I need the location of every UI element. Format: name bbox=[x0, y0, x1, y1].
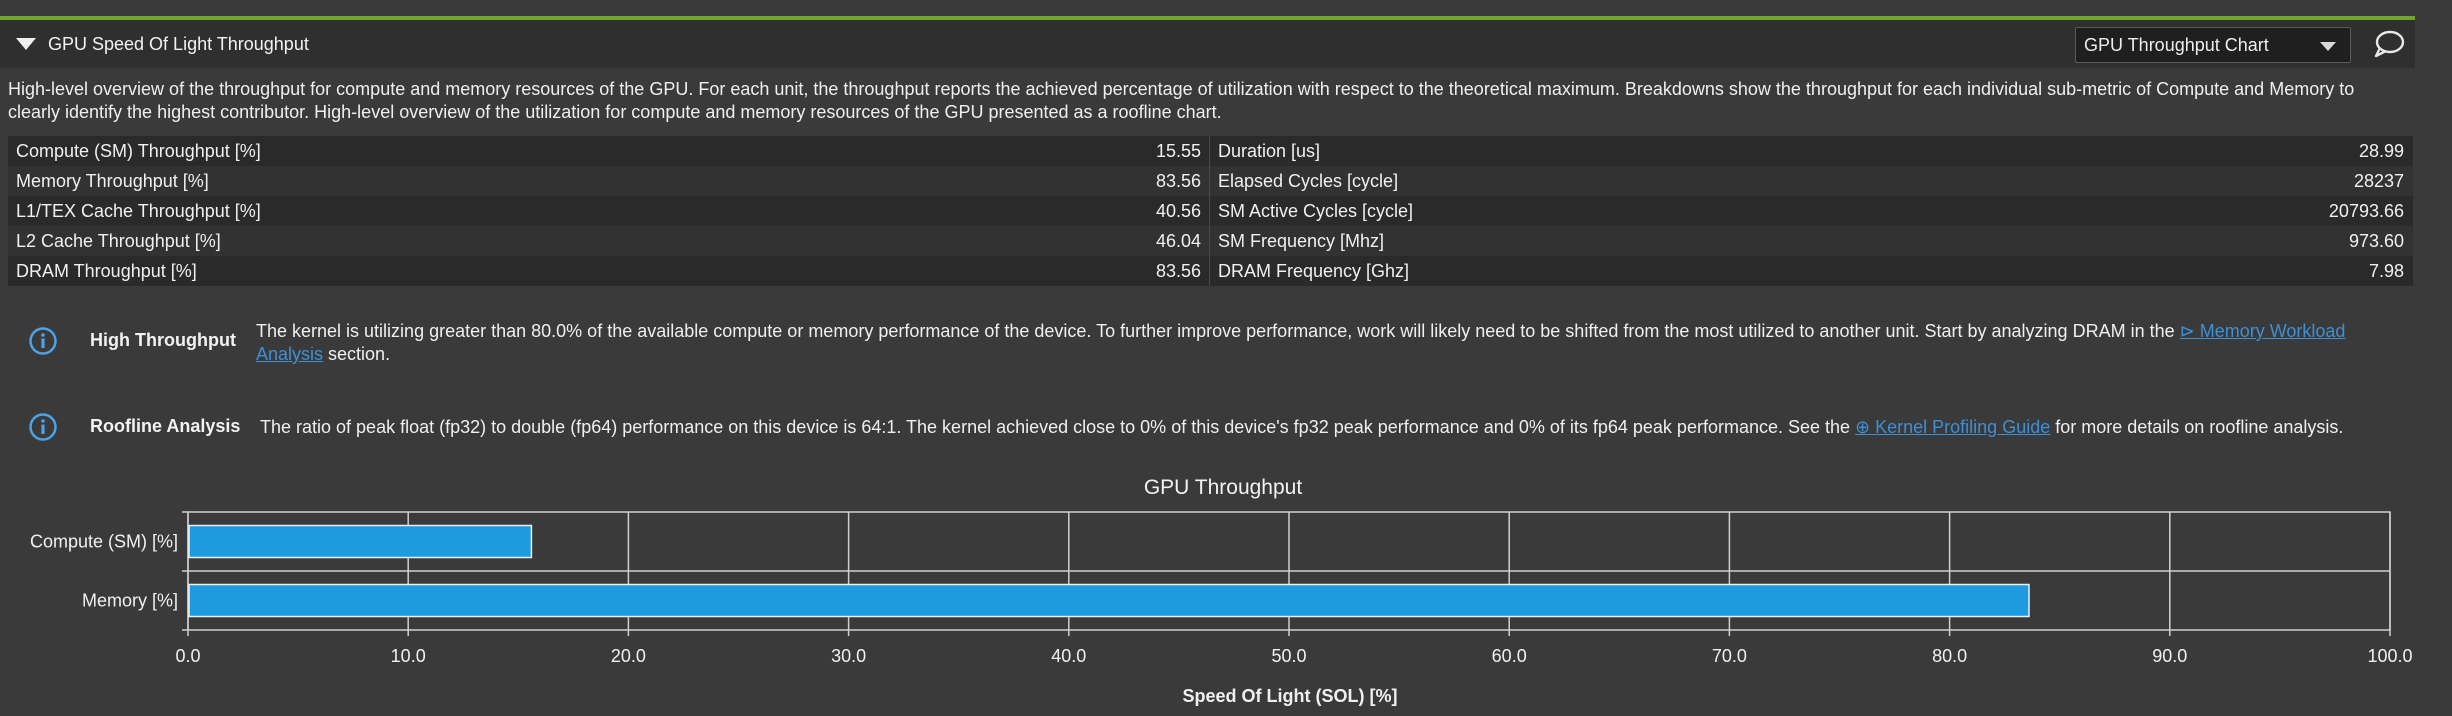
dropdown-selected-value: GPU Throughput Chart bbox=[2084, 34, 2269, 55]
section-header[interactable]: GPU Speed Of Light Throughput GPU Throug… bbox=[0, 20, 2415, 68]
kernel-profiling-guide-link[interactable]: ⊕ Kernel Profiling Guide bbox=[1855, 417, 2050, 437]
metric-value: 28237 bbox=[2353, 171, 2404, 191]
rule-message: The kernel is utilizing greater than 80.… bbox=[256, 320, 2406, 366]
section-title: GPU Speed Of Light Throughput bbox=[48, 33, 309, 54]
rule-text: for more details on roofline analysis. bbox=[2050, 417, 2344, 437]
x-tick-label: 10.0 bbox=[391, 646, 426, 666]
metric-value: 7.98 bbox=[2368, 261, 2404, 281]
y-category-label: Compute (SM) [%] bbox=[30, 532, 178, 552]
table-row: L1/TEX Cache Throughput [%] 40.56 SM Acti… bbox=[8, 196, 2413, 226]
bar[interactable] bbox=[188, 583, 2030, 618]
table-row: DRAM Throughput [%] 83.56 DRAM Frequency … bbox=[8, 256, 2413, 286]
body-selector-dropdown[interactable]: GPU Throughput Chart bbox=[2075, 27, 2351, 63]
x-tick-label: 60.0 bbox=[1492, 646, 1527, 666]
comment-icon[interactable] bbox=[2372, 29, 2406, 59]
rule-message: The ratio of peak float (fp32) to double… bbox=[260, 416, 2410, 439]
rule-name: Roofline Analysis bbox=[90, 416, 241, 436]
metric-value: 83.56 bbox=[1155, 171, 1201, 191]
top-separator bbox=[0, 0, 2452, 20]
metric-label: DRAM Throughput [%] bbox=[16, 261, 197, 281]
chart-title: GPU Throughput bbox=[1144, 476, 1303, 499]
metric-label: L2 Cache Throughput [%] bbox=[16, 231, 221, 251]
rule-high-throughput: High Throughput The kernel is utilizing … bbox=[8, 312, 2408, 382]
x-tick-label: 20.0 bbox=[611, 646, 646, 666]
link-text: Analysis bbox=[256, 344, 324, 364]
x-tick-label: 90.0 bbox=[2152, 646, 2187, 666]
rule-text: The kernel is utilizing greater than 80.… bbox=[256, 321, 2180, 341]
globe-icon: ⊕ bbox=[1855, 417, 1876, 437]
metric-label: Duration [us] bbox=[1218, 141, 1321, 161]
metric-value: 40.56 bbox=[1155, 201, 1201, 221]
metric-label: Compute (SM) Throughput [%] bbox=[16, 141, 261, 161]
info-icon bbox=[29, 327, 57, 355]
metric-value: 83.56 bbox=[1155, 261, 1201, 281]
metric-label: SM Active Cycles [cycle] bbox=[1218, 201, 1414, 221]
chevron-down-icon bbox=[2320, 42, 2336, 51]
metric-label: Elapsed Cycles [cycle] bbox=[1218, 171, 1399, 191]
x-tick-label: 70.0 bbox=[1712, 646, 1747, 666]
metric-label: DRAM Frequency [Ghz] bbox=[1218, 261, 1410, 281]
bar[interactable] bbox=[188, 524, 533, 559]
x-tick-label: 80.0 bbox=[1932, 646, 1967, 666]
info-icon bbox=[29, 413, 57, 441]
link-text: Memory Workload bbox=[2199, 321, 2346, 341]
rule-text: The ratio of peak float (fp32) to double… bbox=[260, 417, 1856, 437]
metric-label: SM Frequency [Mhz] bbox=[1218, 231, 1385, 251]
table-row: L2 Cache Throughput [%] 46.04 SM Frequenc… bbox=[8, 226, 2413, 256]
link-icon: ⊳ bbox=[2179, 321, 2200, 341]
memory-workload-analysis-link[interactable]: ⊳ Memory Workload Analysis bbox=[256, 321, 2345, 364]
metric-value: 973.60 bbox=[2348, 231, 2404, 251]
collapse-caret-icon[interactable] bbox=[16, 38, 36, 50]
table-row: Compute (SM) Throughput [%] 15.55 Duratio… bbox=[8, 136, 2413, 166]
x-tick-label: 30.0 bbox=[831, 646, 866, 666]
metric-value: 15.55 bbox=[1155, 141, 1201, 161]
metric-value: 28.99 bbox=[2358, 141, 2404, 161]
metric-value: 46.04 bbox=[1155, 231, 1201, 251]
metric-label: Memory Throughput [%] bbox=[16, 171, 209, 191]
x-tick-label: 40.0 bbox=[1051, 646, 1086, 666]
gpu-throughput-chart: GPU Throughput Speed Of Light (SOL) [%] … bbox=[30, 476, 2413, 706]
table-row: Memory Throughput [%] 83.56 Elapsed Cycle… bbox=[8, 166, 2413, 196]
x-tick-label: 0.0 bbox=[175, 646, 200, 666]
link-text: Kernel Profiling Guide bbox=[1875, 417, 2051, 437]
section-accent-line bbox=[0, 16, 2415, 20]
rule-name: High Throughput bbox=[90, 330, 236, 350]
metric-value: 20793.66 bbox=[2328, 201, 2404, 221]
metric-label: L1/TEX Cache Throughput [%] bbox=[16, 201, 261, 221]
rule-text: section. bbox=[323, 344, 391, 364]
rule-roofline-analysis: Roofline Analysis The ratio of peak floa… bbox=[8, 398, 2408, 458]
x-tick-label: 50.0 bbox=[1271, 646, 1306, 666]
metrics-table: Compute (SM) Throughput [%] 15.55 Duratio… bbox=[8, 136, 2413, 286]
section-description: High-level overview of the throughput fo… bbox=[8, 79, 2355, 122]
y-category-label: Memory [%] bbox=[82, 591, 178, 611]
chart-x-axis-label: Speed Of Light (SOL) [%] bbox=[1183, 686, 1398, 706]
x-tick-label: 100.0 bbox=[2367, 646, 2412, 666]
